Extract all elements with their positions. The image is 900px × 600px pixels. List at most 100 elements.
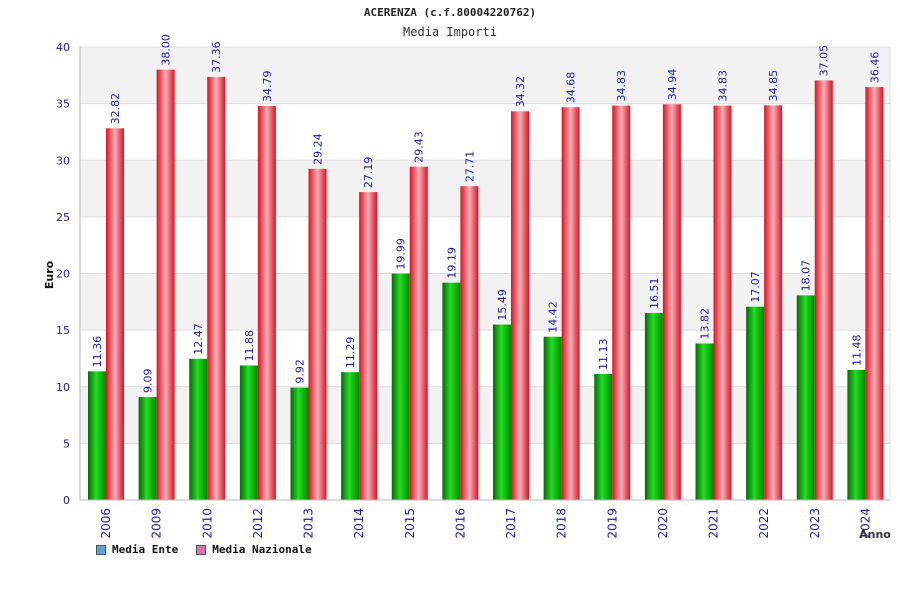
y-tick-label: 15 — [56, 324, 70, 337]
legend: Media Ente Media Nazionale — [96, 543, 312, 556]
bar-ente — [644, 313, 663, 500]
bar-ente — [341, 372, 360, 500]
data-label: 34.83 — [717, 70, 730, 102]
data-label: 34.85 — [767, 70, 780, 102]
y-axis-title: Euro — [43, 260, 56, 289]
bar-ente — [594, 373, 613, 500]
data-label: 14.42 — [547, 301, 560, 333]
data-label: 18.07 — [800, 260, 813, 292]
bar-ente — [746, 306, 765, 500]
data-label: 34.79 — [261, 71, 274, 103]
data-label: 11.13 — [597, 338, 610, 370]
bar-ente — [847, 369, 866, 500]
bar-nazionale — [308, 168, 327, 500]
bar-nazionale — [561, 107, 580, 501]
data-label: 37.05 — [818, 45, 831, 77]
x-tick-label: 2015 — [403, 508, 417, 539]
x-tick-label: 2021 — [707, 508, 721, 539]
y-tick-label: 20 — [56, 268, 70, 281]
y-tick-label: 5 — [63, 437, 70, 450]
data-label: 9.09 — [142, 369, 155, 394]
x-tick-label: 2012 — [251, 508, 265, 539]
data-label: 12.47 — [192, 323, 205, 355]
data-label: 32.82 — [109, 93, 122, 125]
data-label: 38.00 — [160, 34, 173, 66]
data-label: 29.24 — [312, 133, 325, 165]
bar-nazionale — [662, 104, 681, 500]
data-label: 17.07 — [749, 271, 762, 303]
x-tick-label: 2016 — [453, 508, 467, 539]
bar-nazionale — [814, 80, 833, 500]
legend-label-ente: Media Ente — [112, 543, 179, 556]
data-label: 9.92 — [294, 359, 307, 384]
data-label: 11.88 — [243, 330, 256, 362]
data-label: 27.71 — [463, 151, 476, 183]
y-tick-label: 25 — [56, 211, 70, 224]
x-tick-label: 2013 — [302, 508, 316, 539]
legend-item-ente: Media Ente — [96, 543, 178, 556]
bar-nazionale — [713, 105, 732, 501]
bar-nazionale — [511, 111, 529, 501]
legend-swatch-nazionale — [196, 544, 207, 555]
y-tick-label: 10 — [56, 381, 70, 394]
y-tick-label: 30 — [56, 154, 70, 167]
chart-title: ACERENZA (c.f.80004220762) — [363, 6, 537, 19]
bar-ente — [189, 358, 208, 500]
bar-ente — [493, 324, 511, 500]
bar-nazionale — [764, 105, 783, 500]
x-tick-label: 2022 — [757, 508, 771, 539]
data-label: 34.68 — [565, 72, 578, 104]
data-label: 29.43 — [413, 131, 426, 163]
y-tick-label: 0 — [63, 494, 70, 507]
bar-ente — [88, 371, 106, 500]
data-label: 19.99 — [395, 238, 408, 270]
x-tick-label: 2019 — [605, 508, 619, 539]
legend-swatch-ente — [96, 544, 106, 555]
data-label: 15.49 — [496, 289, 509, 321]
bar-nazionale — [359, 192, 378, 501]
legend-item-nazionale: Media Nazionale — [196, 543, 312, 556]
data-label: 11.29 — [344, 337, 357, 369]
x-tick-label: 2006 — [99, 508, 113, 539]
x-tick-label: 2014 — [352, 508, 366, 539]
y-tick-label: 35 — [56, 98, 70, 111]
data-label: 34.32 — [514, 76, 527, 108]
bar-ente — [391, 273, 410, 500]
x-tick-label: 2020 — [656, 508, 670, 539]
data-label: 34.94 — [666, 69, 679, 101]
x-tick-label: 2024 — [858, 508, 872, 539]
bar-ente — [695, 343, 714, 500]
bar-nazionale — [409, 166, 428, 500]
data-label: 37.36 — [210, 41, 223, 73]
x-axis-title: Anno — [859, 528, 891, 541]
x-tick-label: 2017 — [504, 508, 518, 539]
bar-nazionale — [106, 128, 124, 500]
data-label: 11.48 — [850, 334, 863, 366]
bar-nazionale — [865, 87, 884, 500]
x-tick-label: 2018 — [555, 508, 569, 539]
data-label: 16.51 — [648, 278, 661, 310]
data-label: 13.82 — [699, 308, 712, 340]
bar-ente — [138, 397, 157, 500]
data-label: 34.83 — [615, 70, 628, 102]
bar-ente — [543, 336, 562, 500]
data-label: 27.19 — [362, 157, 375, 189]
y-tick-label: 40 — [56, 41, 70, 54]
legend-label-nazionale: Media Nazionale — [212, 543, 312, 556]
bar-nazionale — [612, 105, 631, 501]
bar-nazionale — [207, 76, 226, 500]
x-tick-label: 2010 — [200, 508, 214, 539]
bar-nazionale — [257, 106, 276, 501]
bar-nazionale — [460, 186, 479, 500]
bar-ente — [796, 295, 815, 500]
x-tick-label: 2009 — [150, 508, 164, 539]
chart-subtitle: Media Importi — [403, 25, 497, 39]
data-label: 36.46 — [868, 52, 881, 84]
x-tick-label: 2023 — [808, 508, 822, 539]
data-label: 11.36 — [91, 336, 104, 368]
data-label: 19.19 — [445, 247, 458, 279]
bar-ente — [442, 282, 461, 500]
bar-nazionale — [156, 69, 175, 501]
